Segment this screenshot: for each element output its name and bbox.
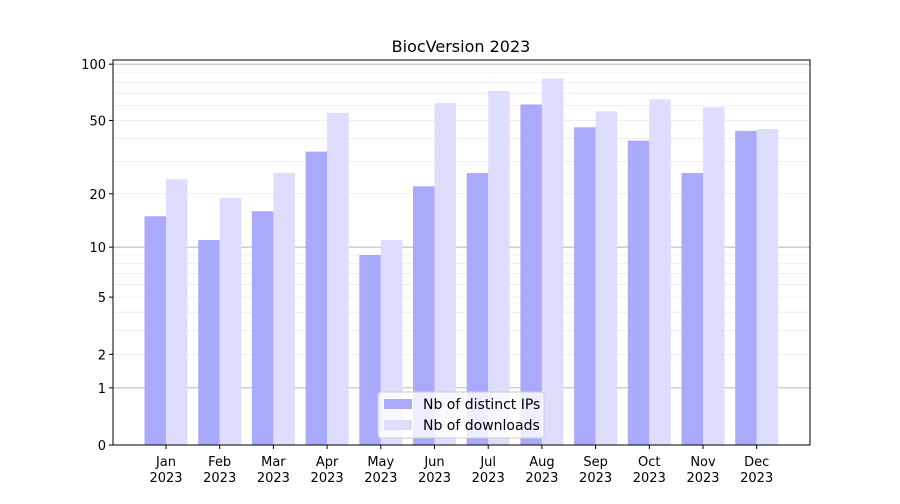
bar-downloads [434, 103, 456, 445]
legend-label-ips: Nb of distinct IPs [423, 397, 540, 413]
y-tick-label: 1 [98, 382, 106, 397]
x-tick-label: Jul 2023 [472, 455, 505, 486]
bar-downloads [219, 197, 242, 445]
bar-ips [627, 140, 650, 446]
bar-ips [681, 173, 703, 445]
bar-ips [251, 211, 274, 445]
bar-downloads [273, 173, 295, 445]
x-tick-label: Jun 2023 [418, 455, 451, 486]
x-tick-label: Aug 2023 [525, 455, 558, 486]
bar-downloads [649, 99, 671, 445]
x-tick-label: Mar 2023 [257, 455, 290, 486]
bar-ips [520, 104, 542, 445]
bar-ips [198, 239, 220, 445]
bar-ips [466, 173, 489, 445]
bars [144, 78, 779, 446]
x-tick-label: Jan 2023 [149, 455, 182, 486]
y-tick-label: 2 [98, 348, 106, 363]
x-tick-label: Dec 2023 [740, 455, 773, 486]
bar-downloads [595, 111, 618, 445]
legend-swatch-ips [384, 399, 412, 409]
x-tick-label: Oct 2023 [633, 455, 666, 486]
x-tick-label: May 2023 [364, 455, 397, 486]
y-tick-label: 0 [98, 439, 106, 454]
x-axis: Jan 2023 Feb 2023 Mar 2023 Apr 2023 May 2023 Jun 20… [149, 445, 773, 486]
bar-ips [359, 255, 381, 445]
y-axis: 0 1 2 5 10 20 50 100 [81, 58, 113, 454]
bar-downloads [166, 179, 188, 445]
y-tick-label: 20 [89, 188, 106, 203]
bar-downloads [327, 112, 349, 446]
bar-downloads [756, 129, 779, 445]
x-tick-label: Feb 2023 [203, 455, 236, 486]
bar-ips [735, 130, 757, 445]
legend-swatch-downloads [384, 420, 412, 430]
bar-downloads [488, 90, 510, 445]
bar-ips [574, 127, 596, 446]
y-tick-label: 100 [81, 58, 106, 73]
y-tick-label: 50 [89, 115, 106, 130]
chart-title: BiocVersion 2023 [392, 37, 531, 56]
bar-ips [413, 186, 435, 445]
legend-label-downloads: Nb of downloads [423, 418, 540, 434]
x-tick-label: Sep 2023 [579, 455, 612, 486]
x-tick-label: Apr 2023 [311, 455, 344, 486]
y-tick-label: 10 [89, 241, 106, 256]
x-tick-label: Nov 2023 [686, 455, 719, 486]
bar-ips [144, 216, 166, 445]
bar-ips [305, 151, 328, 445]
plot-frame [112, 59, 811, 446]
bar-downloads [703, 107, 725, 446]
legend: Nb of distinct IPs Nb of downloads [377, 391, 545, 439]
bar-downloads [541, 78, 564, 445]
y-tick-label: 5 [98, 291, 106, 306]
